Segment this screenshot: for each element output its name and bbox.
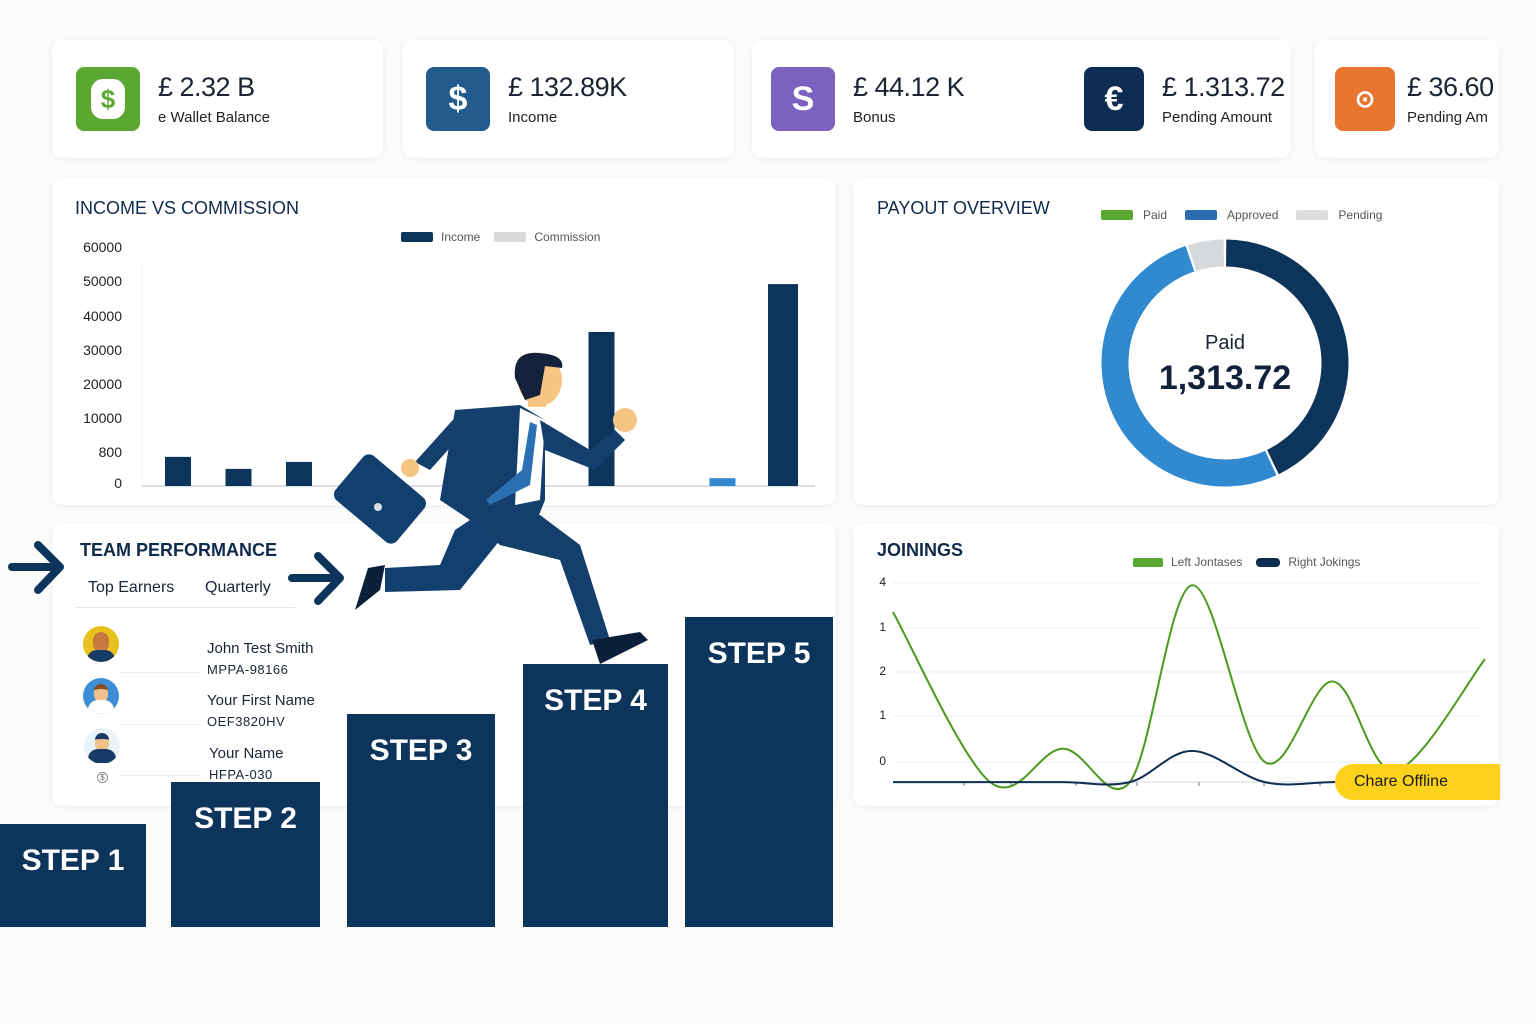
y-tick-label: 1 (879, 708, 886, 722)
y-tick-label: 800 (98, 444, 122, 460)
donut-center-label: Paid (1204, 332, 1246, 354)
income-chart-legend: Income Commission (401, 230, 600, 244)
legend-swatch-commission (494, 232, 527, 242)
legend-swatch-left (1133, 557, 1163, 567)
donut-slice-paid (1225, 239, 1349, 475)
step-4: STEP 4 (523, 664, 668, 927)
y-tick-label: 4 (879, 575, 886, 589)
coin-icon: $ (97, 772, 108, 783)
y-tick-label: 2 (879, 664, 886, 678)
step-1: STEP 1 (0, 824, 146, 927)
legend-swatch-pending (1296, 210, 1329, 220)
coin-stack-icon: € (1084, 67, 1144, 131)
row-divider (120, 775, 200, 776)
bar-income (286, 461, 312, 486)
bar-income (225, 468, 252, 486)
payout-title: PAYOUT OVERVIEW (877, 198, 1050, 218)
stat-bonus: S £ 44.12 K Bonus (771, 67, 965, 131)
step-3: STEP 3 (347, 714, 495, 927)
arrow-right-icon (288, 552, 344, 605)
stat-label: Pending Am (1407, 109, 1488, 126)
stat-income: $ £ 132.89K Income (426, 67, 627, 131)
row-divider (120, 672, 200, 673)
stat-value: £ 132.89K (508, 72, 627, 102)
y-tick-label: 1 (879, 620, 886, 634)
tab-top-earners[interactable]: Top Earners (88, 579, 175, 596)
stat-value: £ 36.60 (1407, 72, 1494, 102)
list-item[interactable]: Your Name HFPA-030 (209, 745, 284, 782)
y-tick-label: 0 (879, 754, 886, 768)
member-name: Your Name (209, 745, 284, 762)
bar-income (165, 456, 191, 486)
chat-offline-badge[interactable]: Chare Offline (1335, 764, 1500, 800)
stat-wallet: $ £ 2.32 B e Wallet Balance (76, 67, 270, 131)
legend-label: Right Jokings (1288, 555, 1361, 569)
legend-label: Income (441, 230, 481, 244)
y-tick-label: 60000 (83, 239, 122, 255)
bar-commission (709, 478, 736, 486)
stat-pending-amount: € £ 1.313.72 Pending Amount (1084, 67, 1285, 131)
legend-label: Approved (1227, 208, 1279, 222)
bar-income (768, 284, 798, 486)
row-divider (120, 724, 200, 725)
legend-swatch-right (1256, 557, 1281, 567)
legend-label: Pending (1338, 208, 1383, 222)
income-chart-title: INCOME VS COMMISSION (75, 198, 300, 218)
member-id: HFPA-030 (209, 767, 273, 782)
stat-pending: ⊙ £ 36.60 Pending Am (1335, 67, 1494, 131)
legend-label: Left Jontases (1171, 555, 1243, 569)
list-item[interactable]: Your First Name OEF3820HV (207, 692, 315, 729)
y-tick-label: 0 (114, 475, 122, 491)
line-left-jontases (892, 584, 1486, 791)
list-item[interactable]: John Test Smith MPPA-98166 (207, 640, 313, 677)
donut-center-value: 1,313.72 (1158, 359, 1292, 397)
coins-icon: S (771, 67, 835, 131)
member-name: John Test Smith (207, 640, 314, 657)
y-tick-label: 20000 (83, 376, 122, 392)
stat-label: e Wallet Balance (158, 109, 271, 126)
donut-slice-pending (1188, 239, 1225, 272)
stat-label: Pending Amount (1162, 109, 1273, 126)
legend-swatch-paid (1101, 210, 1133, 220)
legend-label: Paid (1143, 208, 1168, 222)
y-tick-label: 40000 (83, 308, 122, 324)
stat-label: Income (508, 109, 558, 126)
member-id: MPPA-98166 (207, 662, 289, 677)
money-bag-icon: $ (76, 67, 140, 131)
y-tick-label: 10000 (83, 410, 122, 426)
y-tick-label: 50000 (83, 273, 122, 289)
step-5: STEP 5 (685, 617, 833, 927)
avatar (83, 626, 119, 662)
legend-label: Commission (534, 230, 601, 244)
legend-swatch-income (401, 232, 433, 242)
stat-label: Bonus (853, 109, 896, 126)
legend-swatch-approved (1185, 210, 1218, 220)
tab-divider (75, 607, 295, 608)
member-name: Your First Name (207, 692, 315, 709)
member-id: OEF3820HV (207, 714, 286, 729)
tab-quarterly[interactable]: Quarterly (205, 579, 271, 596)
stat-value: £ 44.12 K (853, 72, 965, 102)
joinings-panel (853, 524, 1499, 806)
stat-value: £ 2.32 B (158, 72, 255, 102)
clock-coins-icon: ⊙ (1335, 67, 1395, 131)
donut-center: Paid 1,313.72 (1125, 332, 1325, 398)
stat-card-bonus-pending[interactable] (752, 40, 1291, 158)
dollar-icon: $ (426, 67, 490, 131)
joinings-title: JOININGS (877, 540, 964, 560)
stat-value: £ 1.313.72 (1162, 72, 1285, 102)
team-title: TEAM PERFORMANCE (80, 540, 277, 560)
donut-slice-approved (1101, 245, 1277, 487)
payout-legend: Paid Approved Pending (1101, 208, 1382, 222)
avatar (83, 678, 119, 714)
step-2: STEP 2 (171, 782, 320, 927)
y-tick-label: 30000 (83, 342, 122, 358)
avatar (84, 728, 120, 764)
businessman-icon (333, 352, 648, 664)
joinings-legend: Left Jontases Right Jokings (1133, 555, 1360, 569)
arrow-right-icon (8, 541, 64, 594)
